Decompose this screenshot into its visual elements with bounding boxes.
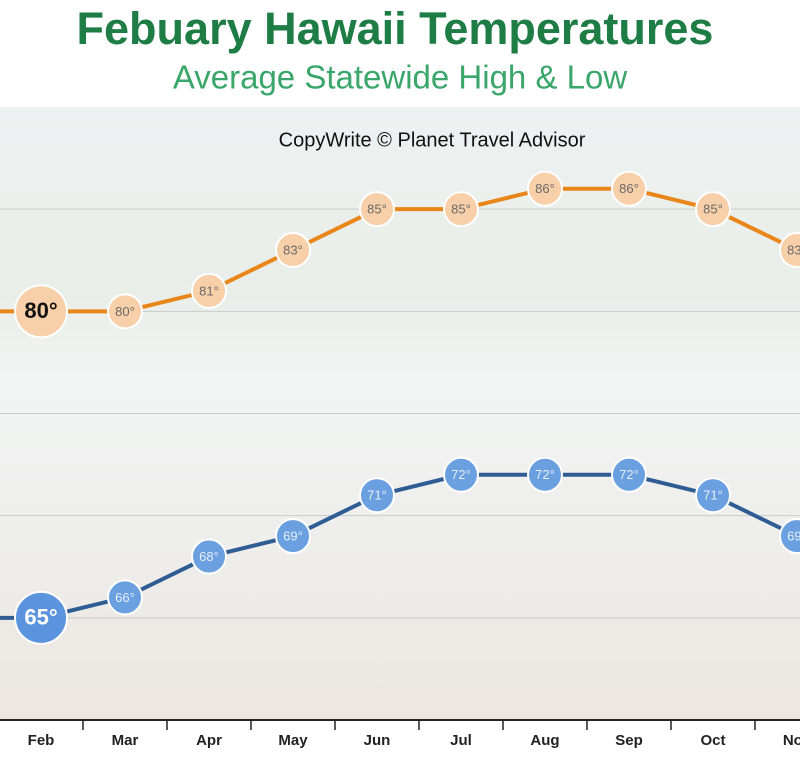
point — [611, 456, 647, 493]
data-label: 71° — [703, 488, 723, 503]
data-label: 69° — [787, 529, 800, 544]
point — [443, 456, 479, 493]
point — [611, 170, 647, 207]
point — [779, 232, 800, 269]
data-label: 80° — [115, 304, 135, 319]
x-tick-label: Nov — [783, 732, 800, 749]
x-tick-label: Mar — [112, 732, 139, 749]
data-label: 65° — [24, 605, 57, 630]
data-label: 83° — [787, 242, 800, 257]
data-label: 85° — [367, 202, 387, 217]
chart-title: Febuary Hawaii Temperatures — [77, 3, 714, 54]
point — [14, 590, 68, 645]
point — [275, 232, 311, 269]
point — [527, 456, 563, 493]
data-label: 85° — [451, 202, 471, 217]
x-tick-label: Aug — [530, 732, 559, 749]
point — [275, 518, 311, 555]
data-label: 86° — [619, 181, 639, 196]
point — [359, 191, 395, 228]
chart-subtitle: Average Statewide High & Low — [173, 59, 627, 96]
x-tick-label: Feb — [28, 732, 55, 749]
point — [359, 477, 395, 514]
data-label: 69° — [283, 529, 303, 544]
point — [107, 579, 143, 616]
x-tick-label: Jun — [364, 732, 391, 749]
data-label: 72° — [619, 467, 639, 482]
point — [191, 272, 227, 309]
point — [191, 538, 227, 575]
data-label: 85° — [703, 202, 723, 217]
annotation: CopyWrite © Planet Travel Advisor — [279, 129, 586, 151]
data-label: 68° — [199, 549, 219, 564]
point — [527, 170, 563, 207]
data-label: 72° — [535, 467, 555, 482]
data-label: 71° — [367, 488, 387, 503]
x-tick-label: Oct — [700, 732, 725, 749]
point — [107, 293, 143, 330]
point — [443, 191, 479, 228]
x-tick-label: Sep — [615, 732, 643, 749]
data-label: 86° — [535, 181, 555, 196]
axis-band — [0, 721, 800, 775]
data-label: 72° — [451, 467, 471, 482]
header — [0, 0, 800, 107]
point — [14, 284, 68, 339]
x-tick-label: May — [278, 732, 308, 749]
x-tick-label: Apr — [196, 732, 222, 749]
x-tick-label: Jul — [450, 732, 472, 749]
point — [695, 191, 731, 228]
point — [779, 518, 800, 555]
point — [695, 477, 731, 514]
data-label: 80° — [24, 298, 57, 323]
data-label: 83° — [283, 242, 303, 257]
data-label: 66° — [115, 590, 135, 605]
data-label: 81° — [199, 283, 219, 298]
